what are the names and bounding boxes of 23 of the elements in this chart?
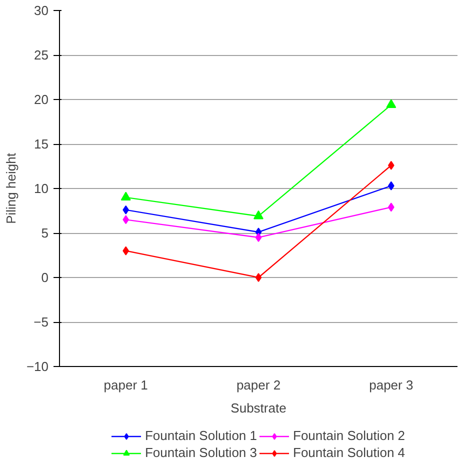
- y-tick-label: 0: [41, 270, 49, 285]
- point: [255, 273, 262, 282]
- point: [255, 232, 262, 242]
- y-tick-label: −5: [34, 314, 49, 330]
- y-tick-label: 15: [34, 136, 49, 152]
- x-axis-title: Substrate: [230, 400, 286, 416]
- y-tick-label: −10: [26, 359, 49, 374]
- y-tick-label: 30: [34, 3, 49, 18]
- point: [254, 210, 264, 220]
- x-tick-label: paper 1: [104, 378, 148, 392]
- legend-label: Fountain Solution 2: [293, 428, 406, 443]
- point: [120, 192, 131, 200]
- y-tick-label: 10: [34, 181, 49, 196]
- x-tick-label: paper 3: [369, 378, 414, 392]
- point: [386, 99, 396, 108]
- y-tick-label: 25: [34, 48, 49, 62]
- legend-label: Fountain Solution 3: [144, 445, 257, 460]
- y-axis-title: Piling height: [3, 152, 18, 224]
- y-tick-label: 20: [34, 92, 49, 107]
- y-tick-label: 5: [41, 226, 49, 240]
- legend-label: Fountain Solution 1: [144, 428, 257, 443]
- legend-label: Fountain Solution 4: [293, 445, 406, 460]
- x-tick-label: paper 2: [236, 378, 281, 392]
